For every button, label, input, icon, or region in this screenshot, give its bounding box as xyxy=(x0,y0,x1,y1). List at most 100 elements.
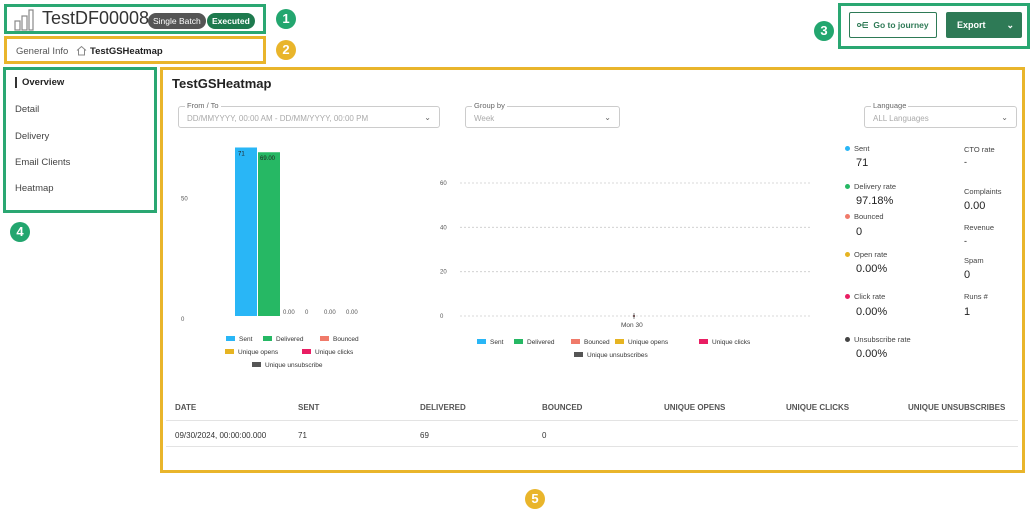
callout-box-1 xyxy=(4,4,266,34)
y-tick-label: 60 xyxy=(440,181,447,187)
y-tick-label: 40 xyxy=(440,225,447,231)
stat-unsub: Unsubscribe rate xyxy=(845,335,911,344)
legend-label: Delivered xyxy=(527,339,555,346)
legend-swatch xyxy=(320,336,329,341)
bar-data-label: 69.00 xyxy=(260,156,276,162)
delivery-dot xyxy=(845,184,850,189)
table-divider xyxy=(166,446,1018,447)
legend-label: Bounced xyxy=(333,336,359,343)
stat-bounced-value: 0 xyxy=(856,226,863,238)
stat-click-value: 0.00% xyxy=(856,306,888,318)
cell-bounced: 0 xyxy=(542,431,547,440)
sidebar-item-detail[interactable]: Detail xyxy=(15,104,40,115)
status-badge: Executed xyxy=(207,13,255,29)
group-by-label: Group by xyxy=(472,101,507,110)
bar-data-label: 0.00 xyxy=(283,310,295,316)
stat-sent-label: Sent xyxy=(854,144,870,153)
cell-date: 09/30/2024, 00:00:00.000 xyxy=(175,431,267,440)
legend-swatch xyxy=(615,339,624,344)
stat-sent: Sent xyxy=(845,144,869,153)
summary-bar-chart: 50 0 71 69.00 0.00 0 0.00 0.00 Sent Delivered Boun… xyxy=(181,147,359,369)
bounced-dot xyxy=(845,214,850,219)
callout-number-2: 2 xyxy=(276,40,296,60)
stat-unsub-value: 0.00% xyxy=(856,348,888,360)
click-dot xyxy=(845,294,850,299)
legend-swatch xyxy=(226,336,235,341)
stat-cto-label: CTO rate xyxy=(964,145,995,154)
data-point xyxy=(633,315,635,317)
sidebar-item-overview[interactable]: Overview xyxy=(15,77,64,88)
sidebar-item-delivery[interactable]: Delivery xyxy=(15,131,50,142)
legend-swatch xyxy=(477,339,486,344)
cell-sent: 71 xyxy=(298,431,307,440)
open-dot xyxy=(845,252,850,257)
stat-open: Open rate xyxy=(845,250,887,259)
bar-sent xyxy=(235,147,257,316)
legend-label: Unique opens xyxy=(238,349,279,356)
stat-spam-value: 0 xyxy=(964,269,971,281)
stat-click: Click rate xyxy=(845,292,885,301)
legend-label: Unique unsubscribe xyxy=(265,362,323,369)
callout-box-2 xyxy=(4,36,266,64)
breadcrumb-root[interactable]: General Info xyxy=(16,46,69,57)
legend-label: Delivered xyxy=(276,336,304,343)
export-button[interactable]: Export ⌄ xyxy=(946,12,1022,38)
export-label: Export xyxy=(957,20,986,30)
sidebar-item-heatmap[interactable]: Heatmap xyxy=(15,183,54,194)
chevron-down-icon: ⌄ xyxy=(1001,113,1008,122)
sent-dot xyxy=(845,146,850,151)
legend-label: Unique clicks xyxy=(712,339,751,346)
stat-bounced: Bounced xyxy=(845,212,884,221)
journey-icon xyxy=(857,22,869,28)
col-header-delivered: Delivered xyxy=(420,403,466,412)
date-range-label: From / To xyxy=(185,101,221,110)
callout-box-3 xyxy=(838,3,1030,49)
stat-revenue-label: Revenue xyxy=(964,223,995,232)
group-by-value: Week xyxy=(474,114,495,123)
go-to-journey-button[interactable]: Go to journey xyxy=(849,12,937,38)
page-title: TestDF00008 xyxy=(42,8,150,28)
legend-swatch xyxy=(302,349,311,354)
legend-label: Unique clicks xyxy=(315,349,354,356)
stat-delivery: Delivery rate xyxy=(845,182,896,191)
stat-click-label: Click rate xyxy=(854,292,886,301)
bar-delivered xyxy=(258,152,280,316)
legend-swatch xyxy=(574,352,583,357)
group-by-select[interactable]: Group by Week ⌄ xyxy=(465,101,620,128)
legend-swatch xyxy=(571,339,580,344)
callout-box-4 xyxy=(3,67,157,213)
legend-label: Bounced xyxy=(584,339,610,346)
legend-swatch xyxy=(514,339,523,344)
stat-open-value: 0.00% xyxy=(856,263,888,275)
y-tick-label: 20 xyxy=(440,270,447,276)
language-select[interactable]: Language ALL Languages ⌄ xyxy=(864,101,1017,128)
date-range-placeholder: DD/MMYYYY, 00:00 AM - DD/MM/YYYY, 00:00 … xyxy=(187,114,369,123)
legend-label: Unique unsubscribes xyxy=(587,352,648,359)
stat-delivery-value: 97.18% xyxy=(856,195,894,207)
breadcrumb-current: TestGSHeatmap xyxy=(90,46,163,57)
unsub-dot xyxy=(845,337,850,342)
chevron-down-icon: ⌄ xyxy=(604,113,611,122)
stat-bounced-label: Bounced xyxy=(854,212,884,221)
legend-swatch xyxy=(699,339,708,344)
stat-spam-label: Spam xyxy=(964,256,984,265)
bar-data-label: 0.00 xyxy=(346,310,358,316)
stat-unsub-label: Unsubscribe rate xyxy=(854,335,911,344)
sidebar-item-email-clients[interactable]: Email Clients xyxy=(15,157,71,168)
stat-sent-value: 71 xyxy=(856,157,869,169)
stat-cto-value: - xyxy=(964,157,967,167)
table-divider xyxy=(166,420,1018,421)
legend-label: Sent xyxy=(239,336,253,343)
y-tick-label: 0 xyxy=(440,314,444,320)
y-tick-label: 50 xyxy=(181,196,188,202)
date-range-field[interactable]: From / To DD/MMYYYY, 00:00 AM - DD/MM/YY… xyxy=(178,101,440,128)
bar-data-label: 0 xyxy=(305,310,309,316)
stat-revenue-value: - xyxy=(964,236,967,246)
report-title: TestGSHeatmap xyxy=(172,76,272,91)
stat-runs-label: Runs # xyxy=(964,292,988,301)
stat-open-label: Open rate xyxy=(854,250,888,259)
language-label: Language xyxy=(871,101,909,110)
chevron-down-icon: ⌄ xyxy=(424,113,431,122)
bar-data-label: 71 xyxy=(238,151,245,157)
legend-swatch xyxy=(263,336,272,341)
